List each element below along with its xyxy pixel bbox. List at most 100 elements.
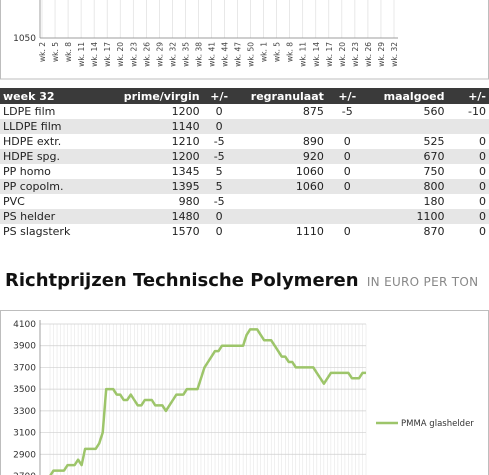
table-row: LDPE film 1200 0 875 -5 560 -10 (0, 104, 489, 119)
pmma-price-chart: 2700 2900 3100 3300 3500 3700 3900 4100 PMMA gla… (0, 310, 489, 475)
material-name-cell: PS slagsterk (3, 225, 71, 238)
value-cell: 0 (447, 209, 489, 224)
y-tick-label: 3300 (13, 407, 36, 417)
table-row: PP copolm. 1395 5 1060 0 800 0 (0, 179, 489, 194)
value-cell: 1210 (171, 135, 200, 148)
material-name-cell: PS helder (0, 209, 108, 224)
value-cell: 0 (447, 149, 489, 164)
value-cell: 0 (479, 225, 486, 238)
material-name-cell: LDPE film (3, 105, 56, 118)
value-cell: 1060 (295, 165, 324, 178)
value-cell (326, 119, 368, 134)
value-cell: 1100 (367, 209, 448, 224)
material-name-cell: HDPE spg. (0, 149, 108, 164)
value-cell: 1200 (107, 149, 203, 164)
value-cell: 0 (447, 179, 489, 194)
value-cell: 1060 (235, 179, 327, 194)
x-tick-label: wk. 41 (207, 42, 216, 67)
x-tick-label: wk. 26 (142, 42, 151, 67)
value-cell: 0 (326, 149, 368, 164)
y-tick-label: 4100 (13, 320, 36, 330)
x-tick-label: wk. 17 (103, 42, 112, 67)
table-header-cell: regranulaat (235, 88, 327, 104)
value-cell: 0 (479, 165, 486, 178)
legend-label: PMMA glashelder (401, 419, 474, 429)
y-tick-label: 1050 (13, 34, 36, 44)
value-cell: 875 (302, 105, 324, 118)
material-name-cell: PP copolm. (0, 179, 108, 194)
x-tick-label: wk. 32 (390, 42, 399, 67)
value-cell (447, 119, 489, 134)
value-cell: 0 (479, 135, 486, 148)
value-cell: 560 (423, 105, 445, 118)
value-cell: 1140 (107, 119, 203, 134)
x-tick-label: wk. 32 (168, 42, 177, 67)
price-table: week 32 prime/virgin +/- regranulaat +/- maal… (0, 88, 489, 239)
value-cell: 1200 (171, 105, 200, 118)
x-tick-label: wk. 50 (247, 42, 256, 67)
x-tick-label: wk. 20 (338, 42, 347, 67)
chart-frame (0, 0, 489, 80)
section-title-text: Richtprijzen Technische Polymeren (5, 270, 359, 291)
series-line-pmma (49, 328, 366, 475)
value-cell: 890 (302, 135, 324, 148)
value-cell (236, 194, 327, 209)
value-cell: 525 (423, 135, 445, 148)
value-cell: 1110 (295, 225, 324, 238)
material-name-cell: HDPE extr. (3, 135, 62, 148)
value-cell: -5 (341, 105, 353, 118)
table-header-cell: week 32 (0, 88, 108, 104)
value-cell (326, 209, 368, 224)
table-row: HDPE extr. 1210 -5 890 0 525 0 (0, 134, 489, 149)
value-cell: 800 (367, 179, 448, 194)
table-header-cell: +/- (326, 88, 368, 104)
table-row: PS slagsterk 1570 0 1110 0 870 0 (0, 224, 489, 239)
table-header-cell: +/- (447, 88, 489, 104)
value-cell: 870 (423, 225, 445, 238)
value-cell: 0 (215, 225, 223, 238)
value-cell: 750 (423, 165, 445, 178)
y-tick-label: 2700 (13, 472, 36, 475)
x-tick-label: wk. 11 (299, 42, 308, 67)
value-cell: 0 (326, 179, 368, 194)
material-name-cell: LLDPE film (0, 119, 108, 134)
value-cell: 670 (367, 149, 448, 164)
table-row: PVC 980 -5 180 0 (0, 194, 489, 209)
value-cell: 5 (215, 165, 223, 178)
y-tick-label: 3500 (13, 385, 36, 395)
section-unit-text: IN EURO PER TON (366, 275, 479, 289)
x-tick-label: wk. 29 (155, 42, 164, 67)
x-tick-label: wk. 11 (77, 42, 86, 67)
value-cell (235, 119, 327, 134)
value-cell: 180 (423, 195, 445, 208)
x-tick-label: wk. 23 (351, 42, 360, 67)
chart-frame (0, 310, 489, 475)
value-cell: 1570 (171, 225, 200, 238)
x-tick-label: wk. 17 (325, 42, 334, 67)
table-row: LLDPE film 1140 0 (0, 119, 489, 134)
x-tick-label: wk. 14 (312, 42, 321, 67)
x-tick-label: wk. 44 (221, 42, 230, 67)
value-cell: 1345 (171, 165, 200, 178)
x-tick-label: wk. 38 (194, 42, 203, 67)
x-tick-label: wk. 20 (116, 42, 125, 67)
y-tick-label: 3900 (13, 342, 36, 352)
table-row: PS helder 1480 0 1100 0 (0, 209, 489, 224)
section-title: Richtprijzen Technische Polymeren IN EUR… (5, 270, 478, 291)
x-tick-label: wk. 8 (64, 42, 73, 62)
material-name-cell: PVC (3, 195, 25, 208)
value-cell: -5 (202, 149, 236, 164)
value-cell (327, 194, 368, 209)
value-cell: 0 (343, 225, 351, 238)
value-cell: 1480 (107, 209, 203, 224)
value-cell: 0 (343, 135, 351, 148)
value-cell: 0 (215, 105, 223, 118)
value-cell: 0 (202, 119, 236, 134)
material-name-cell: PP homo (3, 165, 51, 178)
value-cell: 0 (479, 195, 486, 208)
table-row: PP homo 1345 5 1060 0 750 0 (0, 164, 489, 179)
y-tick-label: 3100 (13, 429, 36, 439)
x-tick-label: wk. 26 (364, 42, 373, 67)
table-header-cell: prime/virgin (107, 88, 203, 104)
value-cell: -10 (468, 105, 486, 118)
